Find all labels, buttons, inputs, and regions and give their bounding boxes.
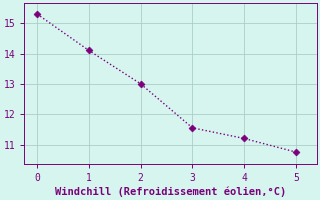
X-axis label: Windchill (Refroidissement éolien,°C): Windchill (Refroidissement éolien,°C)	[55, 186, 286, 197]
